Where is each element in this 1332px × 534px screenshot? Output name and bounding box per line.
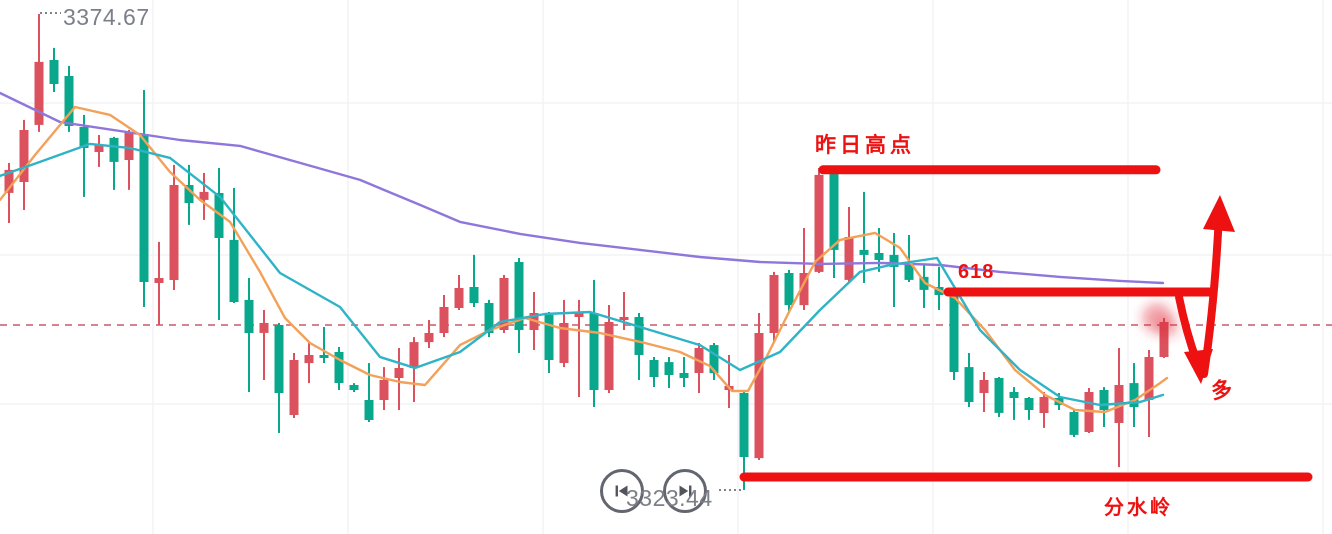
candle: [694, 343, 704, 393]
candle: [799, 228, 809, 310]
candle: [949, 290, 959, 380]
candle: [844, 207, 854, 283]
price-label-low: 3323.44: [626, 485, 713, 511]
candle: [544, 312, 554, 373]
candle: [859, 191, 869, 283]
long-entry-arrow: [1175, 195, 1235, 384]
candle: [64, 65, 74, 132]
candle: [1039, 392, 1049, 428]
candle: [649, 357, 659, 388]
candle: [454, 275, 464, 310]
candle: [394, 348, 404, 410]
candle: [334, 347, 344, 390]
candle: [469, 254, 479, 307]
ma-fast-cyan: [0, 142, 1165, 407]
candle: [139, 90, 149, 307]
candle: [214, 168, 224, 320]
candle: [184, 164, 194, 225]
candle: [559, 299, 569, 368]
candle: [94, 135, 104, 167]
candle: [229, 187, 239, 303]
yesterday-high-label: 昨日高点: [815, 134, 915, 157]
replay-step-back-button[interactable]: [600, 469, 644, 513]
fib-618-label: 618: [958, 261, 995, 283]
candle: [169, 164, 179, 290]
candle: [964, 353, 974, 407]
candle: [124, 130, 134, 190]
candle: [679, 357, 689, 388]
candle: [664, 357, 674, 388]
replay-step-forward-button[interactable]: [663, 469, 707, 513]
candle: [634, 313, 644, 380]
candle: [1069, 410, 1079, 437]
candle: [289, 353, 299, 418]
candle: [424, 320, 434, 348]
skip-forward-icon: [674, 480, 696, 502]
candle: [1009, 387, 1019, 420]
candle: [1099, 387, 1109, 427]
candle: [619, 292, 629, 330]
candle: [784, 270, 794, 313]
candle: [439, 295, 449, 338]
candle: [604, 305, 614, 393]
candle: [274, 323, 284, 433]
candle: [259, 310, 269, 380]
candle: [574, 299, 584, 397]
candle: [409, 337, 419, 402]
candle: [349, 383, 359, 392]
highlight-smudge: [1142, 303, 1179, 338]
skip-back-icon: [611, 480, 633, 502]
candle: [979, 372, 989, 412]
candle: [319, 327, 329, 364]
candle: [304, 343, 314, 384]
watershed-label: 分水岭: [1104, 497, 1173, 519]
candle: [364, 363, 374, 422]
candle: [154, 241, 164, 325]
candle: [919, 265, 929, 308]
price-label-high: 3374.67: [63, 4, 150, 30]
candle: [754, 313, 764, 460]
candle: [709, 343, 719, 380]
candles-layer: [4, 14, 1169, 490]
candle: [379, 367, 389, 410]
candle: [1129, 363, 1139, 427]
candle: [1144, 350, 1154, 437]
ma-slow-purple: [0, 91, 1165, 285]
candle: [994, 377, 1004, 417]
candle: [829, 172, 839, 278]
candle: [589, 279, 599, 407]
candle: [499, 275, 509, 333]
candle: [1024, 397, 1034, 420]
candle: [514, 258, 524, 353]
candle: [199, 172, 209, 220]
candle: [814, 168, 824, 273]
candle: [769, 271, 779, 343]
candle: [244, 278, 254, 392]
candle: [49, 47, 59, 92]
candle: [79, 114, 89, 197]
candle: [19, 119, 29, 210]
